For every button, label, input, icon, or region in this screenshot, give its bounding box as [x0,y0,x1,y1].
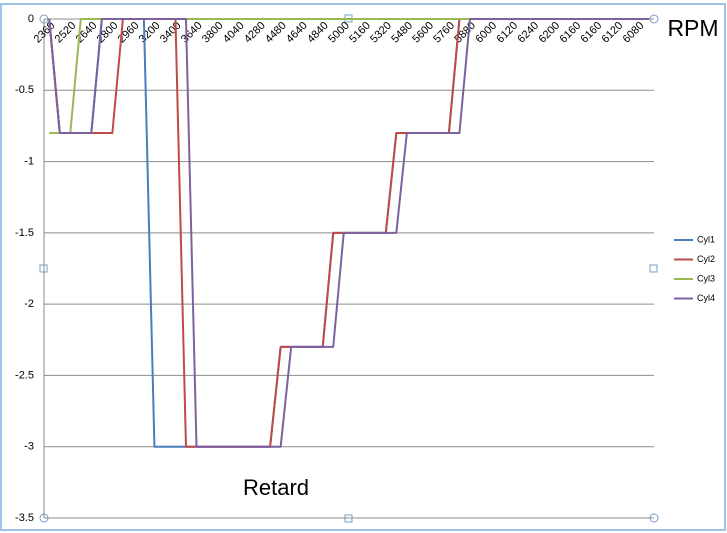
y-axis-title: Retard [243,475,309,500]
y-tick-label: 0 [28,13,34,25]
y-tick-label: -1.5 [15,227,34,239]
chart-frame [0,3,726,531]
y-tick-label: -3.5 [15,512,34,524]
x-axis-title: RPM [667,15,718,41]
legend-label: Cyl2 [697,254,715,264]
legend: Cyl1 Cyl2 Cyl3 Cyl4 [674,234,715,303]
y-tick-label: -2 [24,298,34,310]
y-tick-label: -1 [24,155,34,167]
legend-label: Cyl1 [697,234,715,244]
y-tick-label: -2.5 [15,369,34,381]
y-tick-label: -3 [24,441,34,453]
legend-label: Cyl4 [697,293,715,303]
series-line [48,18,649,448]
y-tick-label: -0.5 [15,84,34,96]
legend-label: Cyl3 [697,273,715,283]
